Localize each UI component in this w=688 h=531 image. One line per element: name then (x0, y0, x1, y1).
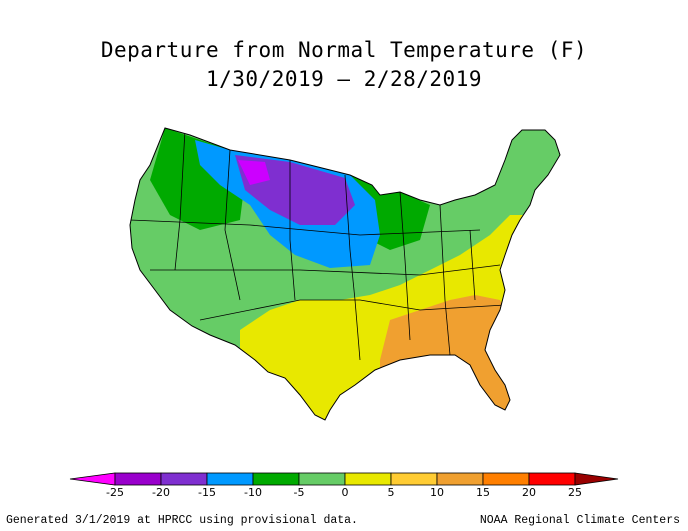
legend-colorbar (69, 472, 619, 486)
legend-swatch (436, 472, 484, 486)
legend-arrow-high (574, 472, 619, 486)
legend-swatch (344, 472, 392, 486)
source-credit: NOAA Regional Climate Centers (479, 514, 680, 527)
legend-swatch (482, 472, 530, 486)
legend-arrow-low (69, 472, 116, 486)
legend-swatch (390, 472, 438, 486)
legend-tick-label: -10 (244, 486, 262, 499)
map-title: Departure from Normal Temperature (F) (100, 38, 588, 62)
legend-tick-label: -5 (293, 486, 305, 499)
generated-note: Generated 3/1/2019 at HPRCC using provis… (6, 514, 358, 527)
legend-tick-label: 5 (387, 486, 395, 499)
us-outline (129, 127, 561, 421)
legend-tick-label: 0 (341, 486, 349, 499)
legend-swatch (252, 472, 300, 486)
legend-tick-label: -25 (106, 486, 124, 499)
legend-tick-label: 20 (522, 486, 536, 499)
legend-swatch (298, 472, 346, 486)
legend-tick-label: -20 (152, 486, 170, 499)
legend-tick-label: 25 (568, 486, 582, 499)
legend-swatch (114, 472, 162, 486)
legend-tick-label: -15 (198, 486, 216, 499)
legend-swatch (206, 472, 254, 486)
legend-tick-label: 15 (476, 486, 490, 499)
date-range: 1/30/2019 – 2/28/2019 (205, 67, 482, 91)
legend-swatch (160, 472, 208, 486)
legend-swatch (528, 472, 576, 486)
state-borders (130, 129, 506, 361)
legend-tick-label: 10 (430, 486, 444, 499)
